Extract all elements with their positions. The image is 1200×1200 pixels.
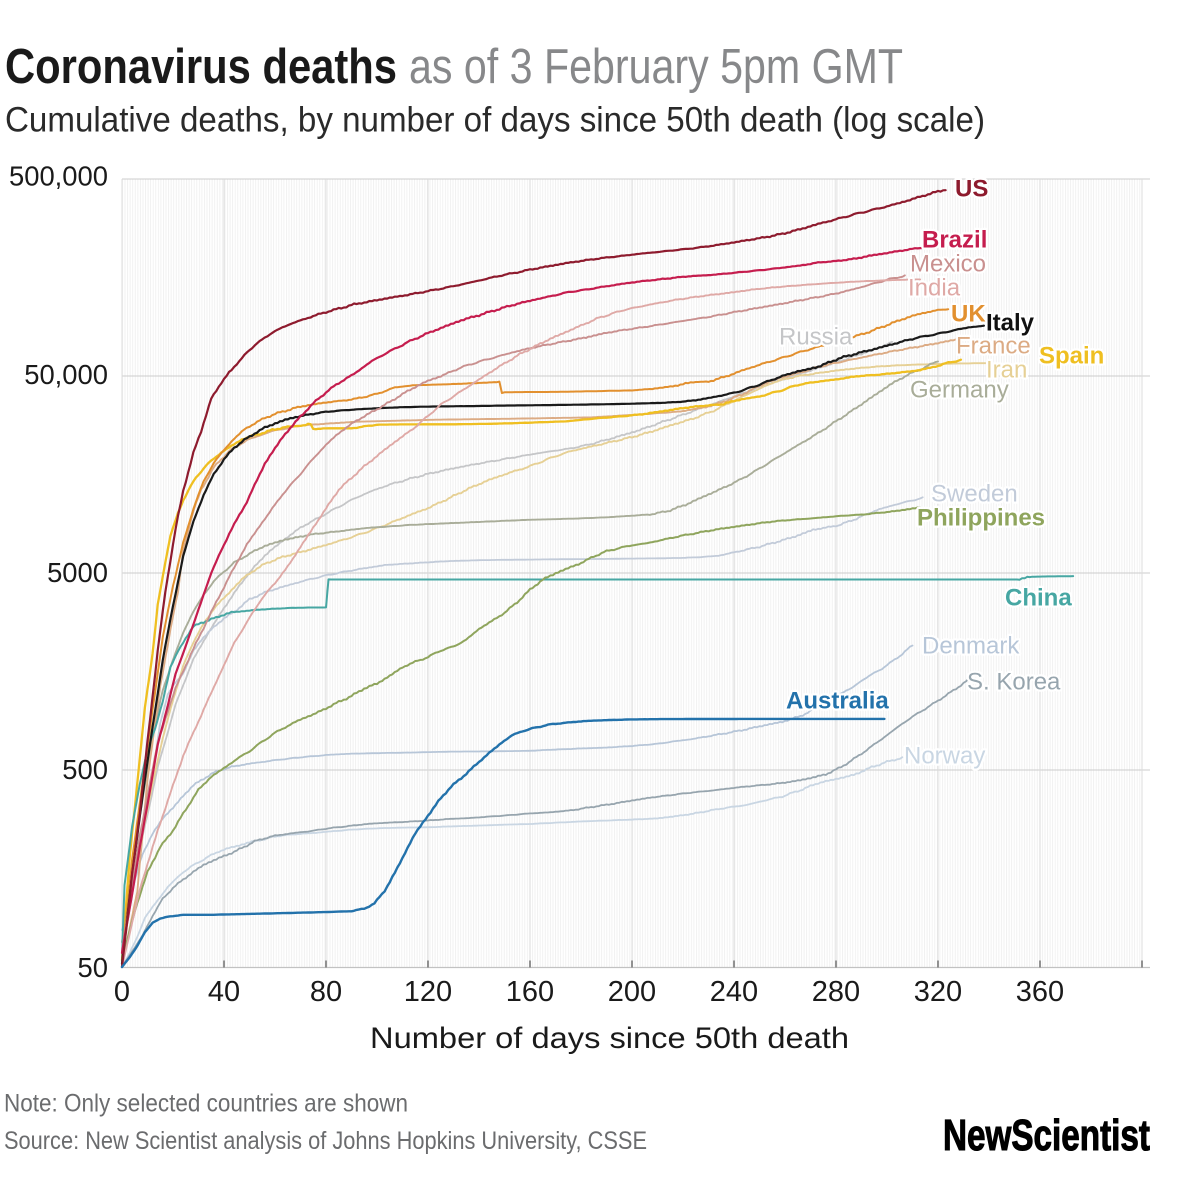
svg-text:Sweden: Sweden (931, 481, 1018, 508)
svg-text:280: 280 (812, 976, 860, 1008)
svg-text:50: 50 (78, 952, 108, 983)
svg-text:Russia: Russia (779, 324, 853, 351)
svg-text:0: 0 (114, 976, 130, 1008)
svg-text:360: 360 (1016, 976, 1064, 1008)
svg-text:UK: UK (951, 301, 986, 328)
svg-text:Spain: Spain (1039, 343, 1104, 370)
svg-text:320: 320 (914, 976, 962, 1008)
svg-text:Germany: Germany (910, 377, 1009, 404)
svg-text:Philippines: Philippines (917, 505, 1045, 532)
svg-text:India: India (908, 275, 961, 302)
svg-text:Coronavirus deaths: Coronavirus deaths (5, 40, 397, 94)
svg-text:500,000: 500,000 (9, 161, 108, 192)
svg-text:500: 500 (62, 754, 108, 785)
svg-text:Denmark: Denmark (922, 633, 1020, 660)
svg-text:200: 200 (608, 976, 656, 1008)
svg-text:France: France (956, 333, 1031, 360)
svg-text:40: 40 (208, 976, 240, 1008)
svg-text:5000: 5000 (47, 557, 108, 588)
svg-text:50,000: 50,000 (24, 359, 108, 390)
svg-text:Mexico: Mexico (910, 251, 986, 278)
svg-text:China: China (1005, 585, 1072, 612)
svg-text:80: 80 (310, 976, 342, 1008)
svg-text:Brazil: Brazil (922, 227, 987, 254)
svg-text:US: US (955, 176, 988, 203)
svg-text:Iran: Iran (986, 357, 1027, 384)
svg-text:240: 240 (710, 976, 758, 1008)
svg-text:S. Korea: S. Korea (967, 669, 1061, 696)
svg-text:Cumulative deaths, by number o: Cumulative deaths, by number of days sin… (5, 101, 985, 140)
svg-text:Source: New Scientist analysis: Source: New Scientist analysis of Johns … (4, 1127, 647, 1155)
svg-text:Number of days since 50th deat: Number of days since 50th death (370, 1022, 849, 1055)
svg-text:Norway: Norway (904, 743, 985, 770)
svg-text:NewScientist: NewScientist (943, 1111, 1150, 1160)
svg-text:120: 120 (404, 976, 452, 1008)
svg-text:Italy: Italy (986, 310, 1035, 337)
svg-text:Australia: Australia (786, 688, 889, 715)
svg-text:160: 160 (506, 976, 554, 1008)
svg-text:as of 3 February 5pm GMT: as of 3 February 5pm GMT (409, 40, 903, 94)
svg-text:Note: Only selected countries: Note: Only selected countries are shown (4, 1089, 408, 1117)
